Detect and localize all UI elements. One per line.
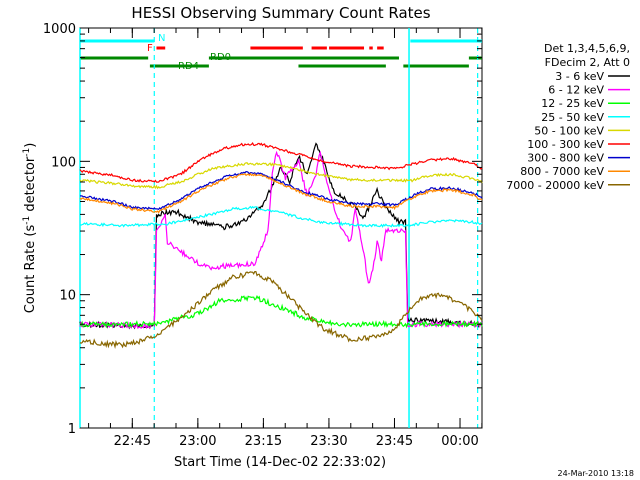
- legend-label-8: 7000 - 20000 keV: [506, 179, 604, 192]
- chart-title: HESSI Observing Summary Count Rates: [131, 4, 430, 22]
- legend-header-line2: FDecim 2, Att 0: [545, 56, 630, 69]
- footer-timestamp: 24-Mar-2010 13:18: [558, 469, 635, 478]
- y-axis-label-sup1: -1: [22, 216, 32, 225]
- series-line-8: [79, 271, 483, 350]
- legend: Det 1,3,4,5,6,9, FDecim 2, Att 0 3 - 6 k…: [506, 42, 630, 192]
- x-tick-label-1: 23:00: [179, 434, 216, 449]
- legend-label-6: 300 - 800 keV: [527, 152, 604, 165]
- series-line-6: [79, 170, 483, 211]
- series-lines: [79, 142, 483, 350]
- series-line-1: [79, 150, 483, 330]
- legend-header-line1: Det 1,3,4,5,6,9,: [544, 42, 630, 55]
- y-tick-label-0: 1: [68, 422, 76, 437]
- series-line-3: [79, 205, 483, 228]
- y-axis-label-sup2: -1: [22, 148, 32, 157]
- legend-label-1: 6 - 12 keV: [548, 84, 604, 97]
- y-tick-label-2: 100: [51, 155, 76, 170]
- legend-label-0: 3 - 6 keV: [555, 70, 604, 83]
- flag-bars: NF RD0 RD4: [80, 33, 482, 72]
- series-line-7: [79, 172, 483, 214]
- legend-label-2: 12 - 25 keV: [541, 97, 604, 110]
- x-tick-label-3: 23:30: [310, 434, 347, 449]
- series-line-2: [79, 295, 483, 329]
- flag-label-1: F: [147, 43, 153, 54]
- flag-label-0: N: [158, 33, 165, 44]
- x-tick-label-0: 22:45: [114, 434, 151, 449]
- legend-label-7: 800 - 7000 keV: [520, 165, 604, 178]
- y-axis-label-part1: Count Rate (s: [23, 225, 38, 314]
- series-line-5: [79, 142, 483, 183]
- y-axis-label-part2: detector: [23, 156, 38, 216]
- mode-lines: [79, 28, 479, 428]
- y-axis-label-part3: ): [23, 143, 38, 148]
- x-tick-label-5: 00:00: [441, 434, 478, 449]
- flag-label-3: RD4: [178, 61, 199, 72]
- x-axis-label: Start Time (14-Dec-02 22:33:02): [174, 455, 386, 470]
- legend-label-3: 25 - 50 keV: [541, 111, 604, 124]
- y-axis-label: Count Rate (s-1 detector-1): [22, 143, 38, 314]
- flag-label-2: RD0: [210, 52, 231, 63]
- legend-label-4: 50 - 100 keV: [534, 124, 604, 137]
- legend-label-5: 100 - 300 keV: [527, 138, 604, 151]
- axes: 1 10 100 1000 22:45 23:00 23:15 23:30 23:45 00:00: [43, 22, 483, 449]
- series-line-4: [79, 162, 483, 190]
- y-tick-label-3: 1000: [43, 22, 76, 37]
- y-tick-label-1: 10: [59, 289, 76, 304]
- x-tick-label-4: 23:45: [376, 434, 413, 449]
- x-tick-label-2: 23:15: [245, 434, 282, 449]
